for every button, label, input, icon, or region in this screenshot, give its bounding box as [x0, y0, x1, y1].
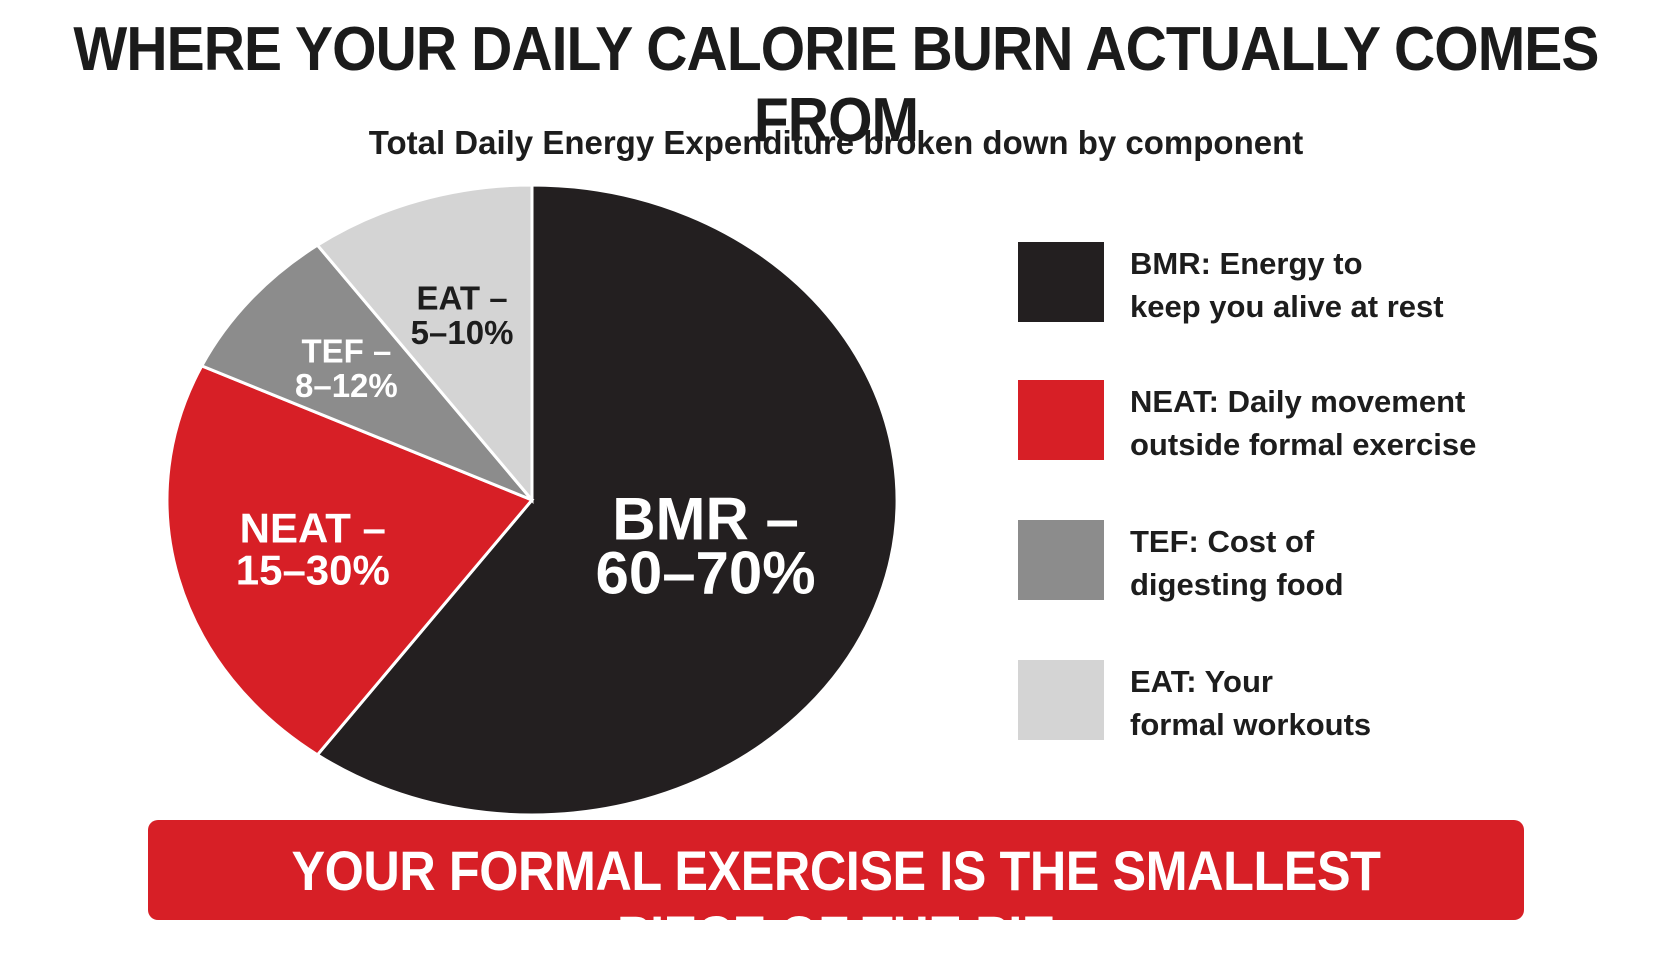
legend-label-tef: TEF: Cost of digesting food — [1130, 524, 1344, 602]
pie-slice-eat — [315, 183, 534, 505]
legend-swatch-bmr — [1018, 242, 1104, 322]
legend-item-neat: NEAT: Daily movement outside formal exer… — [1018, 378, 1658, 462]
legend-item-tef: TEF: Cost of digesting food — [1018, 518, 1658, 602]
pie-label-eat: EAT –5–10% — [411, 279, 514, 351]
chart-subtitle: Total Daily Energy Expenditure broken do… — [368, 124, 1304, 161]
pie-slice-bmr — [315, 183, 899, 817]
legend-swatch-tef — [1018, 520, 1104, 600]
pie-slice-tef — [199, 243, 534, 502]
legend-item-eat: EAT: Your formal workouts — [1018, 658, 1658, 742]
legend-label-neat: NEAT: Daily movement outside formal exer… — [1130, 384, 1477, 462]
pie-label-bmr: BMR –60–70% — [595, 486, 815, 607]
pie-chart: BMR –60–70% NEAT –15–30% TEF –8–12%EAT –5–… — [165, 183, 899, 817]
chart-title: WHERE YOUR DAILY CALORIE BURN ACTUALLY C… — [73, 15, 1599, 155]
pie-label-neat: NEAT –15–30% — [236, 504, 390, 593]
legend-item-bmr: BMR: Energy to keep you alive at rest — [1018, 240, 1658, 324]
legend-swatch-eat — [1018, 660, 1104, 740]
legend-label-eat: EAT: Your formal workouts — [1130, 664, 1372, 742]
callout-banner: YOUR FORMAL EXERCISE IS THE SMALLEST PIE… — [148, 820, 1524, 967]
legend-swatch-neat — [1018, 380, 1104, 460]
callout-banner-text: YOUR FORMAL EXERCISE IS THE SMALLEST PIE… — [291, 839, 1381, 967]
pie-label-tef: TEF –8–12% — [295, 333, 398, 405]
legend-label-bmr: BMR: Energy to keep you alive at rest — [1130, 246, 1444, 324]
